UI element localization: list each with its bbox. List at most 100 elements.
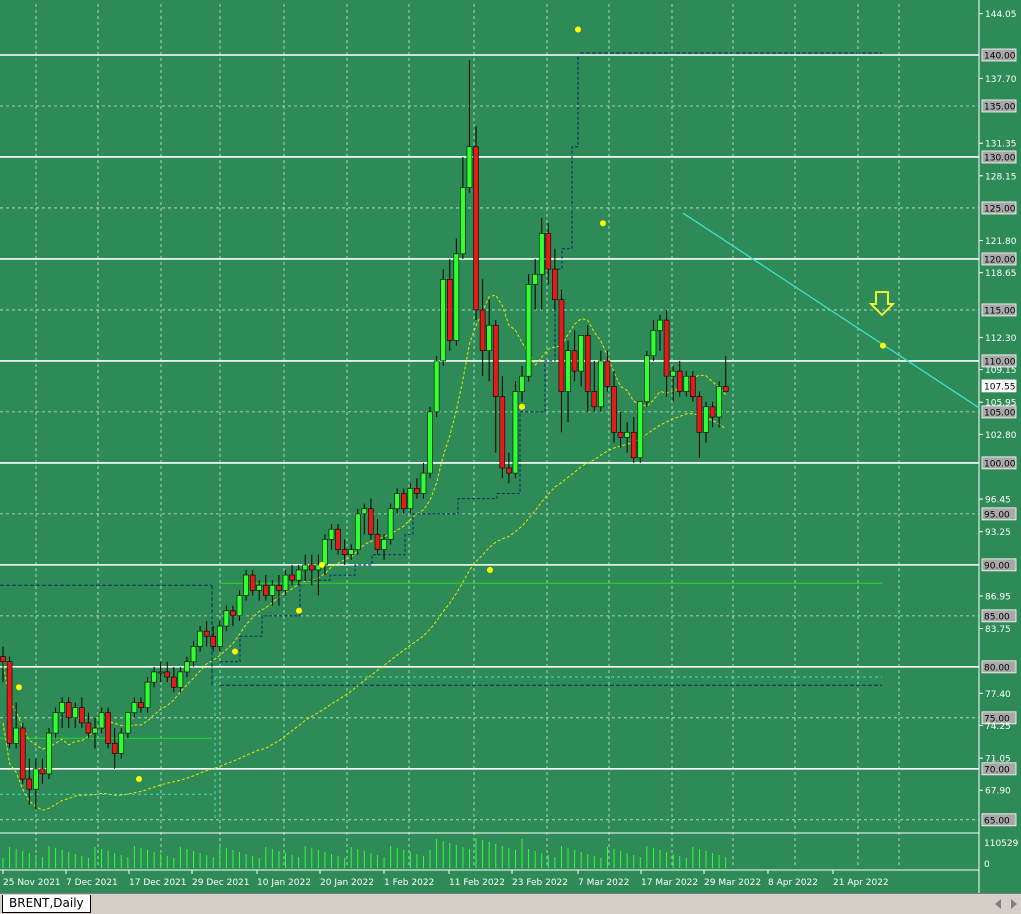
candle-bearish[interactable] <box>276 584 282 591</box>
candle-bullish[interactable] <box>644 355 650 403</box>
candle-bullish[interactable] <box>302 564 309 571</box>
candle-bearish[interactable] <box>604 360 611 387</box>
candle-bullish[interactable] <box>52 712 59 734</box>
candle-bearish[interactable] <box>0 656 6 663</box>
tab-scroll-arrows-icon[interactable] <box>991 896 1021 912</box>
chart-tab-brent-daily[interactable]: BRENT,Daily <box>2 895 91 913</box>
candle-bearish[interactable] <box>289 574 295 581</box>
candle-bullish[interactable] <box>460 187 466 255</box>
sell-arrow-icon[interactable] <box>868 291 896 317</box>
candle-bearish[interactable] <box>630 431 637 459</box>
candle-bullish[interactable] <box>486 324 492 352</box>
candle-bullish[interactable] <box>683 375 690 392</box>
candle-bearish[interactable] <box>722 386 729 392</box>
candle-bullish[interactable] <box>144 681 151 708</box>
candle-bearish[interactable] <box>6 661 13 744</box>
candle-bearish[interactable] <box>210 635 217 647</box>
candle-bullish[interactable] <box>98 712 105 729</box>
candle-bullish[interactable] <box>236 595 243 617</box>
descending-trend-line[interactable] <box>682 212 980 409</box>
candle-bearish[interactable] <box>374 533 381 550</box>
candle-bullish[interactable] <box>433 360 440 413</box>
candle-bullish[interactable] <box>716 386 722 418</box>
price-chart[interactable]: 144.05 140.00 137.70 135.00 131.35 130.00 128.… <box>0 0 1021 893</box>
candle-bullish[interactable] <box>328 528 335 540</box>
candle-bullish[interactable] <box>46 732 52 775</box>
candle-bullish[interactable] <box>440 279 446 362</box>
candle-bullish[interactable] <box>519 375 525 392</box>
candle-bearish[interactable] <box>400 493 407 510</box>
candle-bearish[interactable] <box>39 768 46 775</box>
candle-bearish[interactable] <box>341 549 348 555</box>
candle-bearish[interactable] <box>709 406 716 418</box>
candle-bearish[interactable] <box>105 712 111 744</box>
candle-bearish[interactable] <box>308 564 315 571</box>
candle-bullish[interactable] <box>269 584 276 596</box>
candle-bearish[interactable] <box>558 299 565 392</box>
candle-bullish[interactable] <box>512 391 519 474</box>
candle-bullish[interactable] <box>322 539 328 566</box>
candle-bearish[interactable] <box>479 309 486 352</box>
candle-bearish[interactable] <box>696 396 703 433</box>
candle-bullish[interactable] <box>427 411 433 474</box>
candle-bullish[interactable] <box>157 671 164 674</box>
candle-bullish[interactable] <box>657 319 663 331</box>
candle-bearish[interactable] <box>446 279 453 341</box>
candle-bullish[interactable] <box>92 727 98 734</box>
candle-bullish[interactable] <box>177 671 184 688</box>
candle-bullish[interactable] <box>394 493 401 510</box>
candle-bearish[interactable] <box>492 324 499 397</box>
candle-bullish[interactable] <box>243 574 249 596</box>
candle-bullish[interactable] <box>118 732 125 754</box>
candle-bullish[interactable] <box>223 610 230 627</box>
candle-bullish[interactable] <box>59 702 65 714</box>
candle-bearish[interactable] <box>584 335 591 392</box>
candle-bearish[interactable] <box>26 778 33 790</box>
candle-bullish[interactable] <box>354 513 361 550</box>
candle-bearish[interactable] <box>617 431 624 438</box>
candle-bearish[interactable] <box>473 146 479 311</box>
candle-bearish[interactable] <box>203 630 210 637</box>
candle-bearish[interactable] <box>676 370 683 392</box>
candle-bullish[interactable] <box>624 431 630 438</box>
candle-bullish[interactable] <box>33 768 39 790</box>
candle-bullish[interactable] <box>217 625 223 647</box>
candle-bullish[interactable] <box>525 284 532 377</box>
candle-bullish[interactable] <box>13 727 19 744</box>
candle-bullish[interactable] <box>453 253 460 341</box>
candle-bearish[interactable] <box>164 671 171 678</box>
candle-bullish[interactable] <box>256 584 263 591</box>
candle-bullish[interactable] <box>650 330 657 357</box>
candle-bearish[interactable] <box>690 375 696 397</box>
candle-bearish[interactable] <box>571 350 578 372</box>
candle-bearish[interactable] <box>499 396 506 469</box>
candle-bearish[interactable] <box>138 702 144 708</box>
candle-bullish[interactable] <box>197 630 203 647</box>
candle-bullish[interactable] <box>670 370 676 377</box>
candle-bullish[interactable] <box>190 646 197 663</box>
candle-bullish[interactable] <box>72 707 79 719</box>
candle-bullish[interactable] <box>295 569 302 581</box>
candle-bullish[interactable] <box>361 508 368 515</box>
candle-bullish[interactable] <box>151 671 157 683</box>
candle-bearish[interactable] <box>611 386 617 433</box>
candle-bearish[interactable] <box>506 467 512 474</box>
candle-bullish[interactable] <box>532 273 538 285</box>
candle-bullish[interactable] <box>125 712 131 734</box>
candle-bearish[interactable] <box>230 610 236 617</box>
candle-bearish[interactable] <box>65 702 72 719</box>
candle-bearish[interactable] <box>552 268 558 301</box>
candle-bullish[interactable] <box>565 350 571 392</box>
candle-bearish[interactable] <box>663 319 670 377</box>
candle-bullish[interactable] <box>381 539 387 550</box>
candle-bullish[interactable] <box>407 488 414 510</box>
candle-bearish[interactable] <box>545 233 552 270</box>
candle-bullish[interactable] <box>282 574 289 591</box>
candle-bullish[interactable] <box>703 406 709 433</box>
candle-bullish[interactable] <box>387 508 394 540</box>
candle-bearish[interactable] <box>19 727 26 780</box>
candle-bearish[interactable] <box>591 391 598 408</box>
candle-bullish[interactable] <box>538 233 545 275</box>
candle-bearish[interactable] <box>249 574 256 591</box>
